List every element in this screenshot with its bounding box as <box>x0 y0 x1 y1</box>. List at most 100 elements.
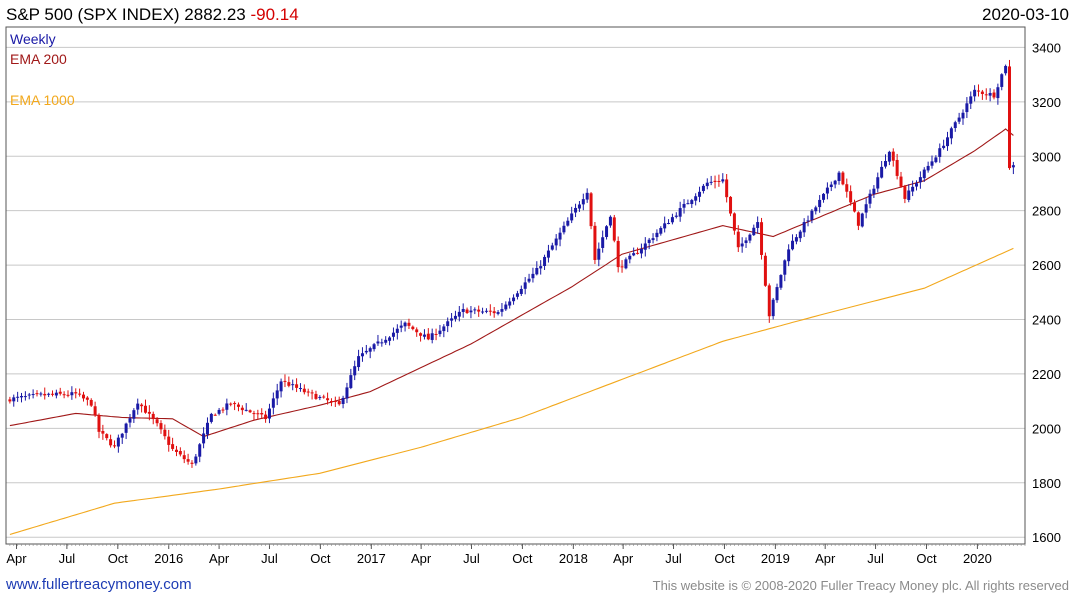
candle-body <box>694 196 698 201</box>
candle-body <box>314 393 318 399</box>
candle-body <box>798 231 802 239</box>
candle-body <box>500 309 504 312</box>
candle-body <box>732 213 736 231</box>
candle-body <box>70 392 74 396</box>
candle-body <box>605 226 609 237</box>
x-tick-label: 2019 <box>761 551 790 566</box>
candle-body <box>756 222 760 228</box>
candle-body <box>233 403 237 405</box>
candle-body <box>535 267 539 275</box>
candle-body <box>779 275 783 288</box>
x-tick-label: 2018 <box>559 551 588 566</box>
candle-body <box>725 179 729 198</box>
y-tick-label: 1600 <box>1032 530 1061 545</box>
candle-body <box>357 356 361 368</box>
candle-body <box>946 137 950 147</box>
candle-body <box>868 193 872 204</box>
candle-body <box>810 210 814 221</box>
candle-body <box>128 418 132 423</box>
candle-body <box>899 176 903 187</box>
candle-body <box>550 245 554 250</box>
x-tick-label: Jul <box>463 551 480 566</box>
site-link[interactable]: www.fullertreacymoney.com <box>6 576 192 593</box>
price-change: -90.14 <box>250 5 299 24</box>
candle-body <box>140 404 144 407</box>
candle-body <box>310 392 314 394</box>
candle-body <box>438 330 442 335</box>
candle-body <box>736 231 740 248</box>
candle-body <box>54 392 58 396</box>
candle-body <box>601 237 605 248</box>
candle-body <box>178 450 182 455</box>
candle-body <box>27 394 31 396</box>
candle-body <box>938 148 942 157</box>
x-tick-label: Jul <box>867 551 884 566</box>
candle-body <box>368 348 372 352</box>
candle-body <box>190 462 194 464</box>
candle-body <box>876 177 880 189</box>
x-tick-label: 2016 <box>154 551 183 566</box>
candle-body <box>395 328 399 333</box>
candle-body <box>89 399 93 406</box>
candle-body <box>388 337 392 341</box>
candle-body <box>562 225 566 233</box>
candle-body <box>333 400 337 402</box>
candle-body <box>589 193 593 227</box>
x-tick-label: 2017 <box>357 551 386 566</box>
candle-body <box>636 252 640 254</box>
x-tick-label: Jul <box>665 551 682 566</box>
candle-body <box>973 89 977 97</box>
candle-body <box>306 391 310 393</box>
candle-body <box>446 321 450 327</box>
legend-ema1000: EMA 1000 <box>10 92 75 108</box>
y-tick-label: 1800 <box>1032 476 1061 491</box>
x-tick-label: Oct <box>512 551 533 566</box>
candle-body <box>585 192 589 200</box>
candle-body <box>558 232 562 240</box>
candle-body <box>62 394 66 396</box>
candle-body <box>771 299 775 317</box>
candle-body <box>120 433 124 438</box>
candle-body <box>903 186 907 199</box>
candle-body <box>415 329 419 333</box>
candle-body <box>380 342 384 344</box>
candle-body <box>752 227 756 236</box>
candle-body <box>93 406 97 416</box>
candle-body <box>570 213 574 221</box>
candle-body <box>616 241 620 268</box>
candle-body <box>895 159 899 176</box>
candle-body <box>705 182 709 187</box>
candle-body <box>539 266 543 269</box>
y-tick-label: 2400 <box>1032 313 1061 328</box>
candle-body <box>721 179 725 182</box>
candle-body <box>822 193 826 200</box>
candle-body <box>213 414 217 416</box>
candle-body <box>50 393 54 395</box>
candle-body <box>337 401 341 405</box>
candle-body <box>97 414 101 432</box>
candle-body <box>399 325 403 328</box>
candle-body <box>911 186 915 192</box>
candle-body <box>523 282 527 289</box>
candle-body <box>597 248 601 260</box>
candle-body <box>806 220 810 222</box>
candle-body <box>791 240 795 250</box>
candle-body <box>853 202 857 212</box>
candle-body <box>740 243 744 247</box>
candle-body <box>221 409 225 411</box>
candle-body <box>957 117 961 122</box>
candle-body <box>473 309 477 311</box>
candle-body <box>891 151 895 161</box>
candle-body <box>159 423 163 430</box>
x-tick-label: 2020 <box>963 551 992 566</box>
candle-body <box>58 391 62 394</box>
candle-body <box>674 215 678 217</box>
candle-body <box>643 243 647 250</box>
candle-body <box>85 397 89 400</box>
candle-body <box>202 433 206 444</box>
candle-body <box>717 180 721 182</box>
candle-body <box>849 191 853 203</box>
x-tick-label: Apr <box>613 551 634 566</box>
candle-body <box>864 204 868 213</box>
candle-body <box>407 322 411 326</box>
